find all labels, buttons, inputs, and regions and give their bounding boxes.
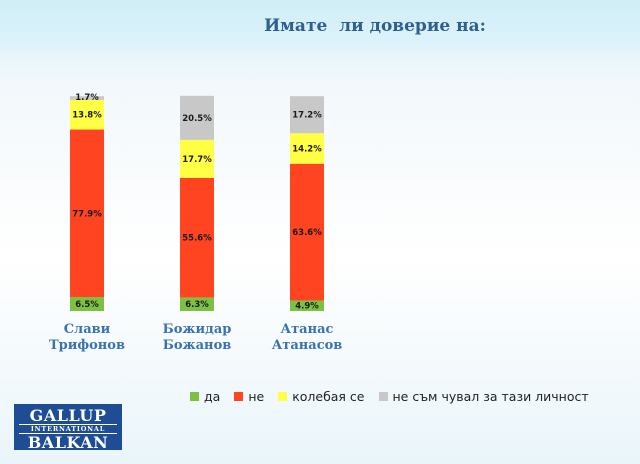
bar-segment xyxy=(70,99,104,130)
legend-label: да xyxy=(204,388,221,404)
legend-swatch xyxy=(190,391,199,401)
legend-label: не съм чувал за тази личност xyxy=(392,388,589,404)
legend-item: не xyxy=(234,389,264,404)
x-tick-label-line: Трифонов xyxy=(48,338,126,353)
bar-segment xyxy=(290,163,324,301)
bar-segment xyxy=(70,129,104,298)
bar-segment xyxy=(70,96,104,100)
bar-segment xyxy=(290,133,324,164)
data-label: 55.6% xyxy=(182,234,212,244)
legend-label: не xyxy=(248,388,265,404)
legend: да не колебая се не съм чувал за тази лично… xyxy=(190,387,589,405)
legend-swatch xyxy=(278,391,288,401)
bar-segment xyxy=(290,96,324,134)
x-tick-label: Божидар Божанов xyxy=(142,322,252,354)
title-band xyxy=(0,0,640,50)
data-label: 4.9% xyxy=(295,302,319,312)
data-label: 63.6% xyxy=(292,228,322,238)
x-tick-label-line: Слави xyxy=(63,322,111,337)
x-tick-label: Атанас Атанасов xyxy=(252,322,362,354)
gallup-balkan-logo: GALLUP INTERNATIONAL BALKAN xyxy=(14,404,122,451)
x-tick-label-line: Божанов xyxy=(162,338,232,353)
x-tick-label-line: Атанас xyxy=(280,322,334,337)
bar-segment xyxy=(180,95,214,140)
data-label: 6.5% xyxy=(75,300,99,310)
legend-swatch xyxy=(378,391,388,401)
bar-segment xyxy=(180,139,214,178)
data-label: 1.7% xyxy=(75,93,99,103)
bar-segment xyxy=(290,300,324,311)
legend-item: да xyxy=(190,389,220,404)
data-label: 17.7% xyxy=(182,155,212,165)
bar-segment xyxy=(70,297,104,311)
bar-segment xyxy=(180,177,214,298)
x-tick-label-line: Атанасов xyxy=(271,338,343,353)
chart-title: Имате ли доверие на: xyxy=(264,16,486,36)
legend-item: колебая се xyxy=(278,388,365,404)
bar-segment xyxy=(180,297,214,311)
data-label: 77.9% xyxy=(72,209,102,219)
legend-item: не съм чувал за тази личност xyxy=(378,388,589,404)
data-label: 14.2% xyxy=(292,144,322,154)
x-tick-label: Слави Трифонов xyxy=(32,322,142,354)
legend-swatch xyxy=(234,391,244,401)
data-label: 17.2% xyxy=(292,111,322,121)
data-label: 6.3% xyxy=(185,300,209,310)
legend-label: колебая се xyxy=(292,388,365,404)
data-label: 20.5% xyxy=(182,114,212,124)
x-tick-label-line: Божидар xyxy=(162,322,232,337)
data-label: 13.8% xyxy=(72,111,102,121)
